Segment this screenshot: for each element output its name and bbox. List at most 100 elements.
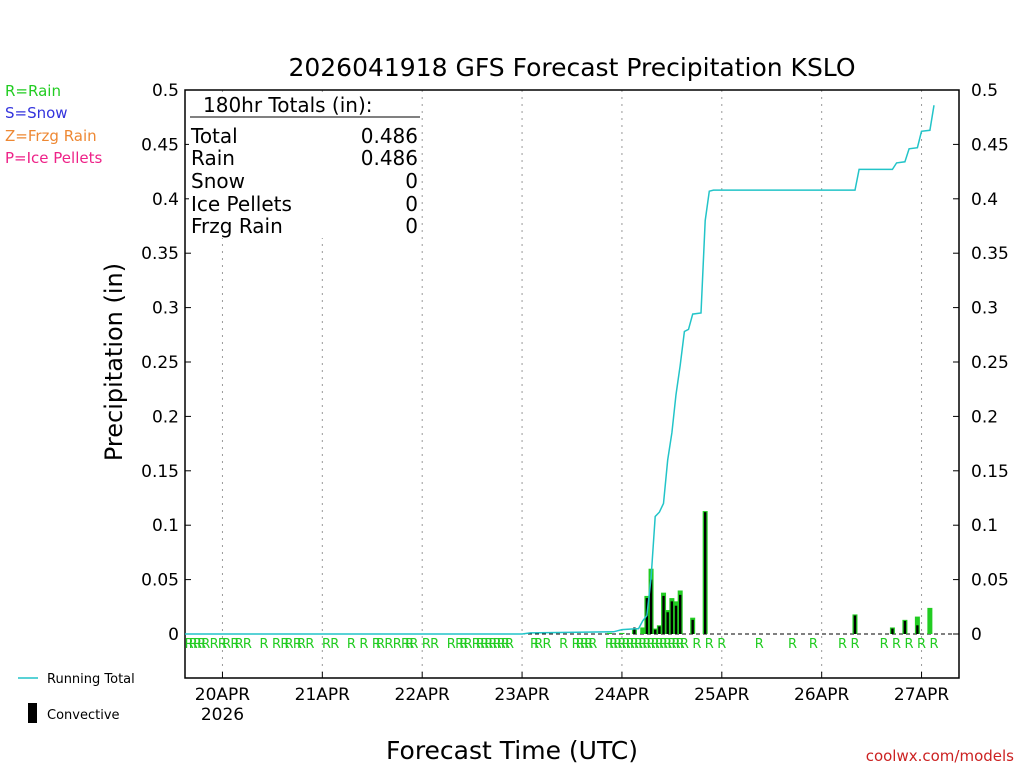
ptype-marker-rain: R <box>193 637 202 652</box>
ptype-marker-rain: R <box>322 637 331 652</box>
y-tick-label-left: 0.05 <box>141 571 179 591</box>
y-tick-label-right: 0 <box>971 625 982 645</box>
y-axis-ticks: 0 00.05 0.050.1 0.10.15 0.150.2 0.20.25 0.250.… <box>141 81 1009 645</box>
ptype-marker-rain: R <box>622 637 631 652</box>
ptype-marker-rain: R <box>330 637 339 652</box>
ptype-marker-rain: R <box>280 637 289 652</box>
ptype-marker-rain: R <box>917 637 926 652</box>
ptype-marker-rain: R <box>692 637 701 652</box>
y-axis-label: Precipitation (in) <box>100 263 128 461</box>
totals-total-label: Total <box>190 124 238 148</box>
y-tick-label-left: 0.3 <box>152 299 179 319</box>
totals-frzg-rain-value: 0 <box>405 214 418 238</box>
convective-bar <box>891 628 894 634</box>
ptype-marker-rain: R <box>484 637 493 652</box>
ptype-marker-rain: R <box>243 637 252 652</box>
ptype-marker-rain: R <box>372 637 381 652</box>
y-tick-label-right: 0.15 <box>971 462 1009 482</box>
ptype-marker-rain: R <box>930 637 939 652</box>
convective-bar <box>649 579 653 634</box>
ptype-marker-rain: R <box>405 637 414 652</box>
convective-bar <box>674 605 678 634</box>
ptype-legend: R=Rain S=Snow Z=Frzg Rain P=Ice Pellets <box>5 82 102 167</box>
y-tick-label-left: 0.45 <box>141 135 179 155</box>
series-legend: Running Total Convective <box>18 672 135 723</box>
x-tick-sublabel: 2026 <box>201 705 244 725</box>
ptype-marker-rain: R <box>297 637 306 652</box>
convective-swatch <box>28 703 37 723</box>
convective-bars <box>633 512 919 634</box>
ptype-marker-rain: R <box>576 637 585 652</box>
ptype-marker-rain: R <box>447 637 456 652</box>
totals-snow-value: 0 <box>405 169 418 193</box>
convective-bar <box>691 619 694 634</box>
y-tick-label-right: 0.25 <box>971 353 1009 373</box>
x-tick-label: 22APR <box>395 685 451 705</box>
totals-box: 180hr Totals (in): Total 0.486 Rain 0.48… <box>189 92 421 238</box>
ptype-marker-rain: R <box>880 637 889 652</box>
ptype-marker-rain: R <box>667 637 676 652</box>
ptype-marker-rain: R <box>201 637 210 652</box>
ptype-marker-rain: R <box>476 637 485 652</box>
ptype-marker-rain: R <box>293 637 302 652</box>
y-tick-label-left: 0.5 <box>152 81 179 101</box>
ptype-marker-rain: R <box>672 637 681 652</box>
ptype-marker-rain: R <box>409 637 418 652</box>
ptype-marker-rain: R <box>501 637 510 652</box>
totals-rain-label: Rain <box>191 146 235 170</box>
ptype-marker-rain: R <box>651 637 660 652</box>
ptype-marker-rain: R <box>647 637 656 652</box>
precip-bar <box>927 607 933 634</box>
totals-ice-pellets-value: 0 <box>405 192 418 216</box>
convective-bar <box>662 595 665 634</box>
ptype-marker-rain: R <box>655 637 664 652</box>
ptype-marker-rain: R <box>543 637 552 652</box>
ptype-marker-rain: R <box>218 637 227 652</box>
y-tick-label-right: 0.05 <box>971 571 1009 591</box>
ptype-marker-rain: R <box>630 637 639 652</box>
totals-ice-pellets-label: Ice Pellets <box>191 192 292 216</box>
convective-bar <box>633 627 636 634</box>
legend-ice-pellets: P=Ice Pellets <box>5 149 102 167</box>
x-tick-label: 21APR <box>295 685 351 705</box>
ptype-marker-rain: R <box>376 637 385 652</box>
plot-frame <box>184 89 960 679</box>
ptype-marker-rain: R <box>189 637 198 652</box>
ptype-marker-rain: R <box>347 637 356 652</box>
site-credit[interactable]: coolwx.com/models <box>866 747 1014 765</box>
convective-bar <box>670 601 674 634</box>
running-total-line-group <box>185 105 935 635</box>
ptype-marker-rain: R <box>580 637 589 652</box>
ptype-marker-rain: R <box>892 637 901 652</box>
convective-bar <box>666 612 669 634</box>
ptype-marker-rain: R <box>422 637 431 652</box>
x-tick-label: 20APR <box>195 685 251 705</box>
ptype-marker-rain: R <box>809 637 818 652</box>
x-tick-label: 24APR <box>594 685 650 705</box>
y-tick-label-left: 0.35 <box>141 244 179 264</box>
convective-bar <box>654 629 657 634</box>
totals-frzg-rain-label: Frzg Rain <box>191 214 283 238</box>
ptype-marker-rain: R <box>305 637 314 652</box>
ptype-marker-rain: R <box>497 637 506 652</box>
precip-bars <box>606 511 933 634</box>
x-tick-label: 23APR <box>494 685 550 705</box>
legend-rain: R=Rain <box>5 82 61 100</box>
running-total-line <box>185 105 935 635</box>
y-tick-label-right: 0.2 <box>971 407 998 427</box>
ptype-marker-rain: R <box>272 637 281 652</box>
ptype-marker-rain: R <box>210 637 219 652</box>
totals-rain-value: 0.486 <box>361 146 418 170</box>
ptype-marker-rain: R <box>642 637 651 652</box>
ptype-marker-rain: R <box>401 637 410 652</box>
x-tick-label: 27APR <box>894 685 950 705</box>
ptype-marker-rain: R <box>717 637 726 652</box>
ptype-marker-rain: R <box>260 637 269 652</box>
y-tick-label-right: 0.5 <box>971 81 998 101</box>
convective-bar <box>703 512 707 634</box>
ptype-marker-rain: R <box>559 637 568 652</box>
y-tick-label-right: 0.1 <box>971 516 998 536</box>
legend-running-total: Running Total <box>47 672 135 687</box>
